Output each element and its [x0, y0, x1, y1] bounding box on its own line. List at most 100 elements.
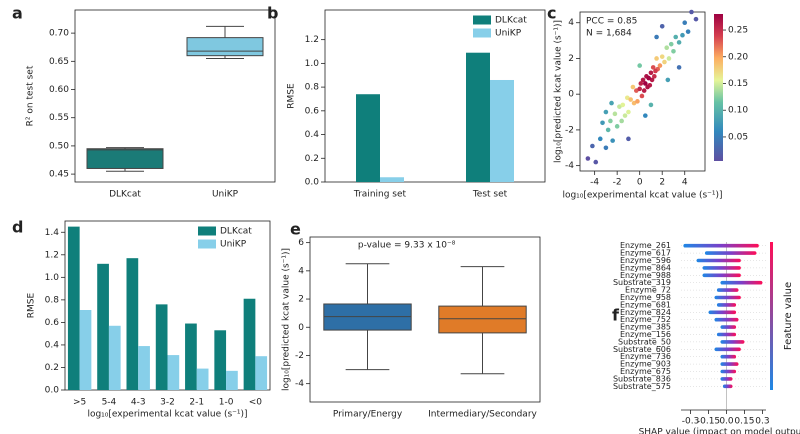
bar [466, 52, 490, 183]
bar [356, 94, 380, 182]
point [662, 59, 667, 65]
y-tick-label: 1.2 [305, 35, 319, 45]
shap-spread [708, 310, 737, 315]
point [671, 49, 676, 54]
box [86, 148, 164, 169]
colorbar-tick-label: 0.20 [728, 52, 748, 62]
point [638, 81, 644, 86]
point [648, 70, 654, 76]
y-tick-label: 0.8 [305, 83, 320, 93]
point [624, 95, 630, 101]
y-tick-label: 6 [298, 238, 304, 248]
point [645, 84, 650, 90]
point [653, 68, 658, 74]
point [605, 127, 611, 133]
point [680, 32, 685, 38]
point [685, 29, 691, 34]
bar [67, 226, 80, 390]
point [654, 34, 659, 40]
plot-frame [74, 9, 276, 183]
x-tick-label: UniKP [212, 190, 239, 200]
x-tick-label: 2 [659, 178, 665, 188]
y-tick-label: 0.70 [49, 29, 69, 39]
feature-label: Enzyme_736 [620, 352, 671, 361]
x-tick-label: 0 [637, 178, 643, 188]
y-tick-label: -4 [565, 161, 574, 171]
point [650, 65, 656, 70]
point [682, 20, 688, 26]
point [603, 109, 609, 115]
y-tick-label: 0.55 [49, 113, 69, 123]
y-tick-label: 2 [298, 295, 304, 305]
y-tick-label: 0.60 [49, 85, 69, 95]
shap-spread [696, 258, 741, 263]
point [643, 81, 648, 86]
bar [255, 356, 268, 390]
bar [490, 79, 514, 182]
legend-swatch [473, 15, 491, 25]
y-axis-label: RMSE [27, 292, 37, 318]
y-tick-label: 0.2 [305, 154, 319, 164]
feature-label: Substrate_50 [618, 337, 671, 346]
point [643, 113, 648, 118]
x-tick-label: 5-4 [102, 398, 117, 408]
y-tick-label: -2 [565, 125, 574, 135]
point [676, 65, 682, 70]
legend-swatch [473, 28, 491, 38]
legend-swatch [198, 226, 216, 236]
colorbar [714, 14, 723, 161]
point [609, 100, 614, 106]
y-tick-label: 0.8 [45, 295, 60, 305]
y-tick-label: 0.0 [305, 178, 320, 188]
bar [380, 177, 404, 182]
point [659, 23, 665, 29]
bar [108, 325, 121, 390]
x-tick-label: 2-1 [189, 398, 204, 408]
box [438, 305, 527, 334]
shap-spread [716, 303, 737, 307]
x-tick-label: Training set [353, 190, 407, 200]
point [639, 93, 645, 99]
shap-spread [720, 280, 763, 285]
feature-label: Substrate_575 [613, 382, 671, 391]
point [649, 77, 655, 83]
shap-spread [720, 377, 733, 381]
legend-swatch [198, 239, 216, 249]
shap-spread [716, 332, 737, 337]
feature-label: Enzyme_752 [620, 315, 671, 324]
y-tick-label: 0.6 [45, 318, 60, 328]
feature-label: Enzyme_824 [620, 308, 671, 317]
point [610, 138, 615, 143]
y-tick-label: -4 [295, 379, 304, 389]
x-axis-label: log₁₀[experimental kcat value (s⁻¹)] [87, 410, 247, 420]
point [620, 102, 626, 108]
point [628, 97, 633, 102]
y-axis-label: log₁₀[predicted kcat value (s⁻¹)] [282, 248, 292, 391]
y-tick-label: 1.0 [305, 59, 320, 69]
point [597, 136, 603, 142]
annotation: N = 1,684 [586, 29, 632, 39]
point [664, 45, 670, 51]
point [626, 109, 631, 115]
point [634, 88, 639, 93]
bar [243, 298, 256, 390]
feature-label: Enzyme_903 [620, 360, 671, 369]
bar [79, 310, 92, 390]
plot-frame [579, 11, 706, 172]
x-tick-label: -0.15 [697, 417, 720, 427]
point [600, 120, 605, 126]
shap-spread [716, 288, 739, 292]
feature-label: Enzyme_675 [620, 367, 671, 376]
point [641, 88, 647, 93]
shap-spread [704, 251, 757, 255]
point [648, 102, 654, 108]
bar [185, 323, 197, 390]
point [603, 145, 609, 151]
point [637, 63, 642, 68]
shap-spread [702, 266, 741, 270]
x-tick-label: 3-2 [160, 398, 175, 408]
point [657, 63, 663, 68]
point [654, 56, 659, 61]
panel-letter: c [547, 4, 556, 23]
y-tick-label: 0.2 [45, 363, 59, 373]
